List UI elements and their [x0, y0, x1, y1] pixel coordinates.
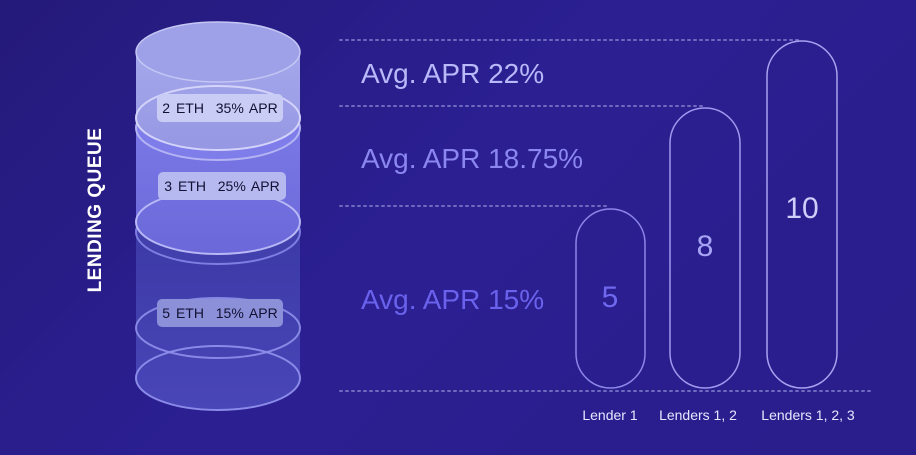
queue-item-3eth: 3 ETH 25% APR: [158, 172, 286, 200]
queue-item-amount: 3 ETH: [164, 178, 206, 194]
queue-item-5eth: 5 ETH 15% APR: [157, 299, 283, 327]
queue-item-apr: 15% APR: [215, 305, 278, 321]
guide-lines: [339, 39, 871, 392]
queue-item-apr: 25% APR: [217, 178, 280, 194]
bar-value-lender-3: 10: [785, 192, 819, 225]
avg-apr-15: Avg. APR 15%: [361, 284, 545, 315]
bar-lender-3: [766, 40, 838, 389]
avg-apr-18-75: Avg. APR 18.75%: [361, 143, 584, 174]
bar-label-lender-1: Lender 1: [582, 407, 638, 423]
bar-value-lender-1: 5: [601, 281, 619, 314]
bar-lender-2: [669, 107, 741, 389]
queue-item-2eth: 2 ETH 35% APR: [157, 94, 283, 122]
cylinder-segment-top: [135, 21, 301, 151]
avg-apr-22: Avg. APR 22%: [361, 58, 545, 89]
queue-item-amount: 5 ETH: [162, 305, 204, 321]
bar-label-lender-2: Lenders 1, 2: [659, 407, 737, 423]
bar-label-lender-3: Lenders 1, 2, 3: [761, 407, 855, 423]
bar-lender-1: [575, 208, 646, 389]
bar-value-lender-2: 8: [696, 230, 714, 263]
queue-item-apr: 35% APR: [215, 100, 278, 116]
queue-item-amount: 2 ETH: [162, 100, 204, 116]
